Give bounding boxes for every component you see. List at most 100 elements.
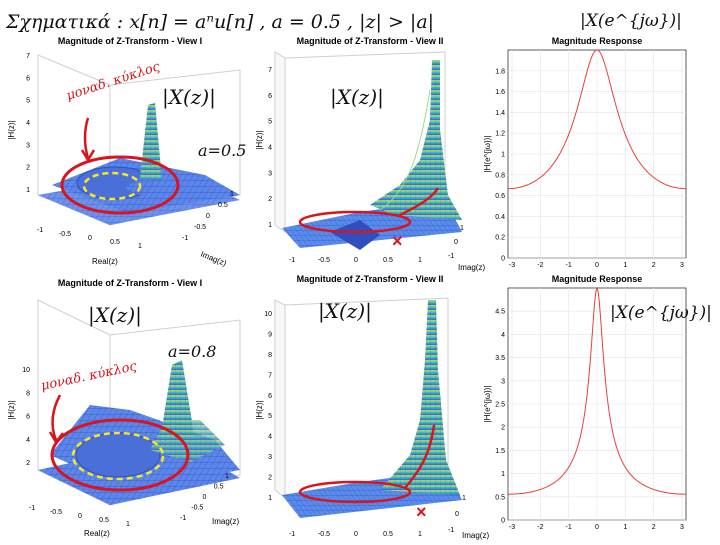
panel-title: Magnitude of Z-Transform - View I: [58, 36, 202, 46]
z-tick-label: 1: [268, 222, 272, 229]
yticks: 0 0.2 0.4 0.6 0.8 1 1.2 1.4 1.6 1.8: [495, 68, 505, 262]
mag-label: |X(z)|: [88, 303, 142, 328]
surface-peak: [370, 60, 462, 220]
grid: [508, 50, 686, 259]
z-tick-label: 10: [264, 311, 272, 318]
unit-circle-annotation: [50, 418, 190, 492]
z-tick-label: 1: [268, 495, 272, 502]
y-tick-label: -0.5: [194, 224, 206, 231]
yticks: -1 -0.50 0.51: [180, 473, 229, 522]
y-tick-label: 0.6: [495, 193, 505, 200]
y-tick-label: 0: [206, 213, 210, 220]
surface-peak: [380, 300, 460, 495]
a-value-label: a=0.5: [198, 141, 246, 160]
y-tick-label: 0.2: [495, 235, 505, 242]
z-tick-label: 5: [26, 98, 30, 105]
y-tick-label: 1.5: [495, 448, 505, 455]
x-tick-label: 1: [623, 524, 627, 531]
y-tick-label: -1: [448, 527, 454, 534]
x-tick-label: 0: [88, 235, 92, 242]
x-tick-label: 0: [595, 262, 599, 269]
panel-title: Magnitude of Z-Transform - View I: [58, 278, 202, 288]
y-tick-label: 1.2: [495, 131, 505, 138]
x-tick-label: 1: [623, 262, 627, 269]
y-tick-label: -1: [182, 235, 188, 242]
y-tick-label: 3.5: [495, 355, 505, 362]
header-equation: Σχηματικά : x[n] = aⁿu[n] , a = 0.5 , |z…: [5, 11, 434, 33]
response-curve: [508, 286, 686, 495]
xticks: -1 -0.5 0 0.5 1: [289, 531, 422, 538]
unit-circle-annotation: [298, 480, 412, 504]
z-tick-label: 4: [26, 120, 30, 127]
x-tick-label: 3: [680, 524, 684, 531]
y-tick-label: 0.4: [495, 214, 505, 221]
yticks: -1 -0.50 0.51: [182, 191, 234, 242]
y-tick-label: 1.4: [495, 110, 505, 117]
zlabel: |H(z)|: [7, 120, 16, 139]
x-tick-label: 1: [138, 243, 142, 250]
response-curve: [507, 49, 687, 190]
x-tick-label: 0.5: [383, 257, 393, 264]
x-tick-label: 1: [126, 521, 130, 528]
panel-top-view2: Magnitude of Z-Transform - View II |X(z)…: [255, 36, 485, 272]
a-circle-annotation: [82, 171, 142, 201]
z-tick-label: 7: [26, 53, 30, 60]
z-tick-label: 3: [26, 142, 30, 149]
z-tick-label: 2: [26, 165, 30, 172]
pole-marker: ×: [392, 231, 403, 251]
zticks: 1 2 3 4 5 6 7: [26, 53, 30, 194]
z-tick-label: 5: [268, 119, 272, 126]
z-tick-label: 10: [22, 367, 30, 374]
y-tick-label: 0.5: [214, 484, 224, 491]
ylabel: Imag(z): [199, 250, 228, 269]
xticks: -1 -0.5 0 0.5 1: [29, 505, 130, 528]
x-tick-label: -1: [566, 262, 572, 269]
x-tick-label: -1: [566, 524, 572, 531]
z-tick-label: 4: [26, 437, 30, 444]
z-tick-label: 3: [268, 454, 272, 461]
y-tick-label: 0: [455, 511, 459, 518]
x-tick-label: 2: [652, 262, 656, 269]
y-tick-label: 1: [501, 152, 505, 159]
header-magnitude-label: |X(e^{jω})|: [580, 11, 682, 31]
xlabel: Real(z): [84, 529, 110, 538]
y-tick-label: 0.8: [495, 172, 505, 179]
y-tick-label: 1.6: [495, 89, 505, 96]
zlabel: |H(z)|: [255, 400, 264, 419]
x-tick-label: 3: [680, 262, 684, 269]
y-tick-label: 1: [460, 225, 464, 232]
z-tick-label: 2: [268, 475, 272, 482]
panel-title: Magnitude of Z-Transform - View II: [297, 36, 444, 46]
y-tick-label: 0: [501, 518, 505, 525]
a-value-label: a=0.8: [168, 342, 216, 361]
pole-marker: ×: [416, 502, 427, 522]
y-tick-label: 1: [225, 473, 229, 480]
panel-title: Magnitude of Z-Transform - View II: [297, 274, 444, 284]
xticks: -3 -2 -1 0 1 2 3: [509, 524, 684, 531]
y-tick-label: 1: [230, 191, 234, 198]
x-tick-label: -1: [37, 227, 43, 234]
x-tick-label: 0: [78, 513, 82, 520]
panel-bottom-view1: Magnitude of Z-Transform - View I μοναδ.…: [7, 278, 241, 538]
z-tick-label: 4: [268, 145, 272, 152]
x-tick-label: 0: [595, 524, 599, 531]
x-tick-label: 0: [354, 257, 358, 264]
unit-circle-annotation: [60, 155, 180, 215]
z-tick-label: 7: [268, 372, 272, 379]
y-tick-label: 1: [462, 495, 466, 502]
x-tick-label: 0.5: [110, 239, 120, 246]
z-tick-label: 8: [268, 352, 272, 359]
y-tick-label: 2: [501, 425, 505, 432]
x-tick-label: -1: [289, 257, 295, 264]
y-tick-label: 0: [501, 256, 505, 263]
yticks: 0 0.5 1 1.5 2 2.5 3 3.5 4 4.5: [495, 309, 505, 525]
y-tick-label: -1: [180, 515, 186, 522]
y-tick-label: 0.5: [218, 202, 228, 209]
x-tick-label: -0.5: [318, 257, 330, 264]
y-tick-label: 3: [501, 378, 505, 385]
yticks: -101: [448, 225, 464, 260]
chart-title: Magnitude Response: [552, 36, 643, 46]
ylabel: Imag(z): [458, 263, 485, 272]
zlabel: |H(z)|: [7, 400, 16, 419]
